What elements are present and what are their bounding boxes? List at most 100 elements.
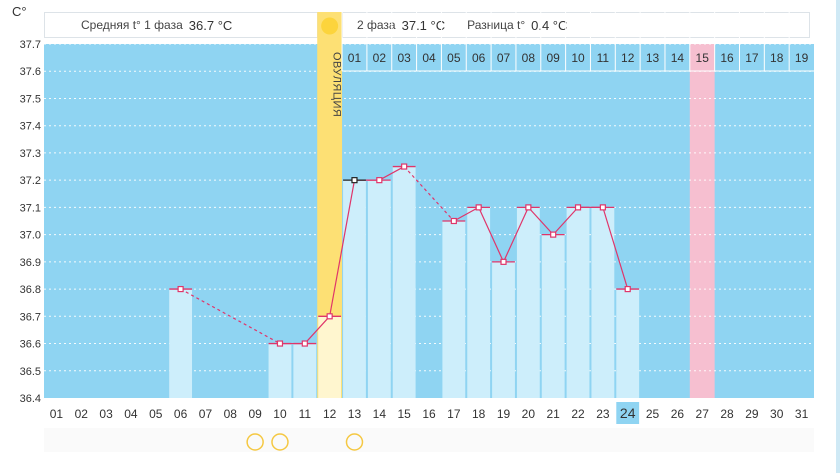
temperature-line-segment <box>527 206 554 236</box>
temperature-line-segment <box>304 315 331 344</box>
day-label: 22 <box>571 407 585 421</box>
day-label: 09 <box>248 407 262 421</box>
temperature-point <box>525 204 532 211</box>
phase1-value: 36.7 °C <box>188 17 233 33</box>
temperature-point <box>500 258 507 265</box>
y-tick-label: 36.5 <box>20 366 41 378</box>
temperature-bar <box>343 180 366 398</box>
day-label: 18 <box>472 407 486 421</box>
day-label: 13 <box>348 407 362 421</box>
phase2-day-label: 13 <box>646 51 660 65</box>
phase2-day-label: 16 <box>720 51 734 65</box>
temperature-line-segment <box>453 206 479 222</box>
y-tick-label: 37.0 <box>20 230 41 242</box>
temperature-bar <box>467 207 491 398</box>
today-highlight <box>616 402 640 424</box>
day-label: 19 <box>497 407 511 421</box>
day-label: 28 <box>720 407 734 421</box>
day-label: 05 <box>149 407 163 421</box>
y-tick-label: 37.1 <box>20 202 41 214</box>
diff-label: Разница t° <box>467 18 526 32</box>
day-label: 23 <box>596 407 610 421</box>
phase2-day-label: 12 <box>621 51 635 65</box>
day-label: 29 <box>745 407 759 421</box>
temperature-bar <box>591 207 615 398</box>
temperature-point <box>475 204 482 211</box>
day-label: 06 <box>174 407 188 421</box>
phase2-day-label: 11 <box>597 51 610 65</box>
temperature-bar <box>616 289 640 398</box>
y-tick-label: 36.8 <box>20 284 41 296</box>
phase2-day-label: 15 <box>696 51 710 65</box>
temperature-bar <box>541 234 565 398</box>
temperature-point <box>326 313 333 320</box>
day-label: 10 <box>273 407 287 421</box>
ovulation-label: ОВУЛЯЦИЯ <box>331 52 343 117</box>
temperature-point <box>599 204 606 211</box>
day-label: 27 <box>696 407 710 421</box>
day-label: 20 <box>522 407 536 421</box>
y-tick-label: 36.7 <box>20 311 41 323</box>
day-label: 26 <box>671 407 685 421</box>
temperature-point <box>177 285 184 293</box>
day-label: 24 <box>620 405 636 421</box>
phase2-day-label: 17 <box>745 51 759 65</box>
day-label: 03 <box>99 407 113 421</box>
day-label: 02 <box>75 407 89 421</box>
marks-band <box>44 428 814 452</box>
x-axis-band <box>44 398 814 430</box>
y-tick-label: 36.6 <box>20 339 41 351</box>
temperature-line-segment <box>403 166 455 222</box>
phase2-day-label: 06 <box>472 51 486 65</box>
y-unit-label: C° <box>12 4 27 19</box>
y-tick-label: 36.4 <box>20 393 41 405</box>
temperature-line-segment <box>602 207 629 290</box>
temperature-line-segment <box>478 207 505 263</box>
marker-circle-icon <box>271 433 289 451</box>
temperature-point <box>401 163 408 170</box>
temperature-bar <box>442 221 466 398</box>
temperature-point <box>351 177 358 184</box>
day-label: 30 <box>770 407 784 421</box>
temperature-bar <box>516 207 540 398</box>
ovulation-sun-icon <box>321 17 339 35</box>
y-tick-label: 37.3 <box>20 148 41 160</box>
phase1-label: Средняя t° 1 фаза <box>81 18 183 32</box>
day-label: 07 <box>199 407 213 421</box>
day-label: 31 <box>795 407 809 421</box>
ovulation-bar <box>318 316 342 398</box>
phase2-day-label: 18 <box>770 51 784 65</box>
temperature-bar <box>293 343 317 398</box>
phase2-day-label: 04 <box>422 51 436 65</box>
temperature-bar <box>566 207 590 398</box>
temperature-bar <box>169 289 193 398</box>
day-label: 21 <box>547 407 561 421</box>
day-label: 16 <box>422 407 436 421</box>
temperature-line-segment <box>180 288 281 345</box>
phase2-summary: 2 фаза 37.1 °C Разница t° 0.4 °C <box>342 12 810 38</box>
temperature-point <box>574 204 582 211</box>
temperature-point <box>301 340 308 347</box>
y-tick-label: 37.5 <box>20 93 41 105</box>
phase2-day-label: 14 <box>671 51 685 65</box>
temperature-bar <box>392 166 416 398</box>
temperature-line-segment <box>379 166 405 181</box>
temperature-bar <box>268 343 292 398</box>
temperature-bar <box>367 180 391 398</box>
y-tick-label: 37.2 <box>20 175 41 187</box>
y-tick-label: 37.6 <box>20 66 41 78</box>
right-edge <box>836 0 840 473</box>
temperature-line-segment <box>502 207 529 263</box>
temperature-point <box>376 177 383 184</box>
day-label: 14 <box>373 407 387 421</box>
phase2-day-label: 19 <box>795 51 809 65</box>
phase2-day-label: 08 <box>522 51 536 65</box>
temperature-point <box>624 285 631 293</box>
phase2-day-label: 05 <box>447 51 461 65</box>
y-tick-label: 37.4 <box>20 121 41 133</box>
day-label: 08 <box>224 407 238 421</box>
phase2-day-label: 02 <box>373 51 387 65</box>
phase2-day-label: 09 <box>547 51 561 65</box>
